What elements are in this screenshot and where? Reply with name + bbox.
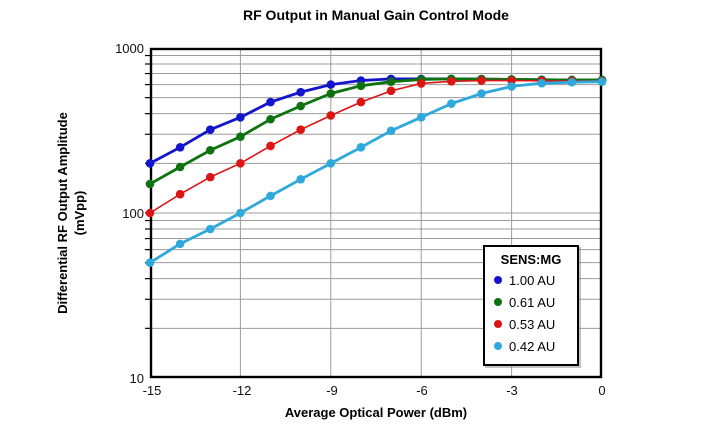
- x-tick-m3: -3: [506, 383, 518, 398]
- legend-entry-label: 1.00 AU: [509, 272, 556, 288]
- data-point-marker: [386, 86, 396, 96]
- legend-entry-label: 0.53 AU: [509, 316, 556, 332]
- data-point-marker: [477, 89, 486, 98]
- data-point-marker: [386, 77, 396, 86]
- data-point-marker: [507, 76, 516, 85]
- legend-entry-label: 0.61 AU: [509, 294, 556, 310]
- data-point-marker: [356, 81, 366, 91]
- legend-entry-label: 0.42 AU: [509, 338, 556, 354]
- legend-marker-icon: [494, 276, 502, 284]
- data-point-marker: [145, 258, 155, 267]
- data-point-marker: [296, 101, 305, 111]
- data-point-marker: [326, 80, 336, 89]
- data-point-marker: [205, 172, 215, 182]
- legend-marker-icon: [494, 320, 502, 328]
- data-point-marker: [145, 159, 155, 168]
- data-point-marker: [266, 114, 275, 124]
- series-line: [149, 77, 602, 186]
- data-point-marker: [447, 77, 456, 86]
- legend-entry: 0.53 AU: [485, 313, 577, 335]
- x-axis-label: Average Optical Power (dBm): [284, 405, 468, 420]
- data-point-marker: [205, 125, 215, 134]
- data-point-marker: [205, 145, 215, 155]
- data-point-marker: [175, 143, 185, 152]
- data-point-marker: [236, 132, 245, 142]
- data-point-marker: [386, 126, 396, 136]
- legend-entry: 0.42 AU: [485, 335, 577, 357]
- legend-title: SENS:MG: [500, 252, 562, 267]
- y-tick-100: 100: [122, 206, 144, 221]
- legend-marker-icon: [494, 342, 502, 350]
- x-tick-0: 0: [598, 383, 606, 398]
- data-point-marker: [326, 159, 336, 168]
- series-line: [149, 77, 602, 165]
- legend-box: SENS:MG 1.00 AU 0.61 AU 0.53 AU 0.42 AU: [483, 245, 579, 366]
- series-0.61-AU: [145, 74, 607, 189]
- legend-entry: 1.00 AU: [485, 269, 577, 291]
- data-point-marker: [205, 224, 215, 234]
- x-tick-m9: -9: [326, 383, 338, 398]
- data-point-marker: [266, 141, 275, 151]
- y-tick-1000: 1000: [115, 41, 144, 56]
- data-point-marker: [447, 99, 456, 108]
- data-point-marker: [507, 82, 516, 91]
- data-point-marker: [236, 159, 245, 168]
- x-tick-m12: -12: [232, 383, 252, 398]
- data-point-marker: [416, 79, 426, 88]
- data-point-marker: [145, 179, 155, 189]
- data-point-marker: [416, 113, 426, 122]
- series-line: [149, 80, 603, 264]
- series-0.42-AU: [145, 77, 607, 267]
- series-line: [149, 79, 602, 214]
- x-tick-m6: -6: [416, 383, 428, 398]
- data-point-marker: [296, 125, 305, 134]
- legend-entries: 1.00 AU 0.61 AU 0.53 AU 0.42 AU: [485, 269, 577, 357]
- chart-title: RF Output in Manual Gain Control Mode: [243, 7, 509, 23]
- legend-marker-icon: [494, 298, 502, 306]
- y-axis-label-line2: (mVpp): [72, 190, 87, 236]
- data-point-marker: [537, 78, 547, 88]
- data-point-marker: [477, 76, 486, 85]
- data-point-marker: [145, 208, 155, 218]
- data-point-marker: [175, 189, 185, 199]
- x-tick-m15: -15: [142, 383, 162, 398]
- legend-entry: 0.61 AU: [485, 291, 577, 313]
- data-point-marker: [236, 208, 245, 218]
- y-axis-label: Differential RF Output Amplitude (mVpp): [54, 33, 90, 393]
- data-point-marker: [296, 175, 305, 184]
- data-point-marker: [296, 87, 305, 97]
- data-point-marker: [597, 77, 607, 86]
- data-point-marker: [175, 162, 185, 172]
- data-point-marker: [326, 111, 336, 120]
- y-axis-label-line1: Differential RF Output Amplitude: [55, 112, 70, 314]
- data-point-marker: [266, 97, 275, 107]
- y-axis-minor-ticks: [145, 54, 150, 329]
- data-point-marker: [356, 143, 366, 152]
- gridlines: [150, 48, 602, 378]
- data-point-marker: [356, 97, 366, 107]
- data-point-marker: [266, 191, 275, 201]
- data-point-marker: [175, 239, 185, 249]
- series-1.00-AU: [145, 74, 607, 168]
- chart-canvas: [145, 47, 607, 379]
- data-point-marker: [567, 77, 577, 87]
- y-tick-10: 10: [129, 371, 144, 386]
- data-point-marker: [326, 89, 336, 98]
- data-point-marker: [236, 113, 245, 122]
